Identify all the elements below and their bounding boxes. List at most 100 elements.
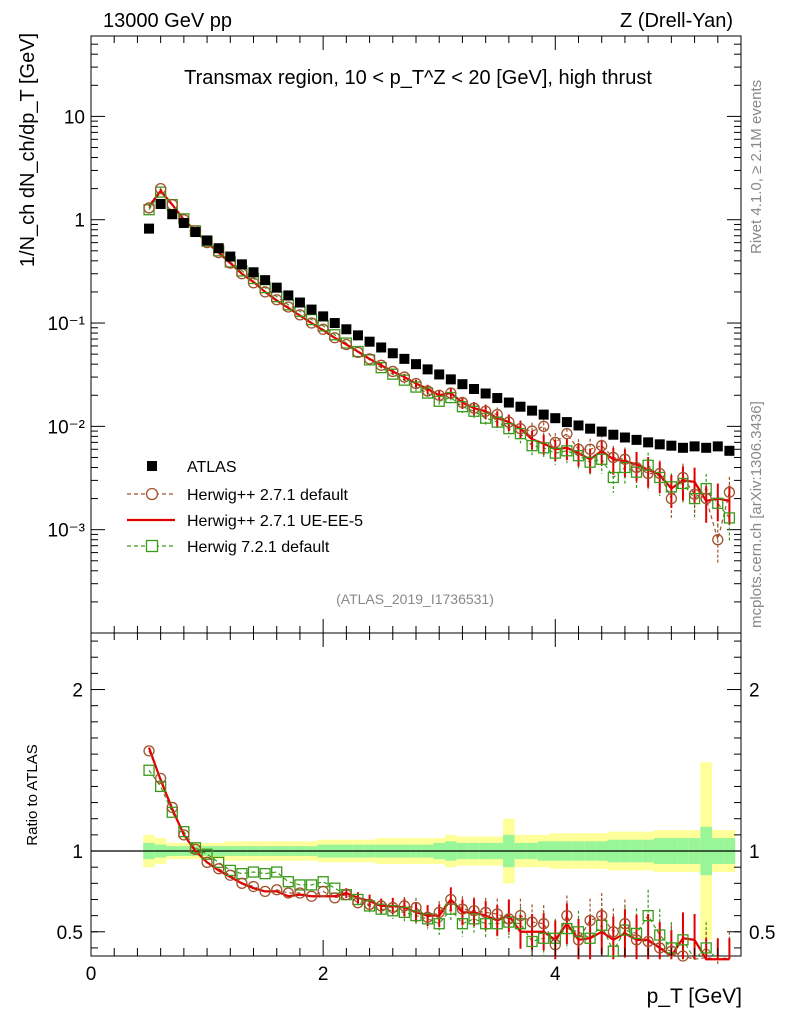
ratio-herwig-default-point <box>143 745 155 757</box>
herwig72-point <box>677 477 689 490</box>
atlas-data-point <box>515 401 526 412</box>
ratio-herwig72-point <box>526 935 538 948</box>
herwig72-point <box>538 442 550 454</box>
ratio-herwig72-point <box>607 945 619 957</box>
atlas-data-point <box>631 434 642 445</box>
herwig-default-point <box>630 461 643 474</box>
atlas-data-point <box>480 388 491 399</box>
ratio-herwig-default-point <box>166 801 178 814</box>
herwig-default-point <box>700 492 712 505</box>
herwig-default-point <box>456 396 469 409</box>
y-tick-label: 10⁻¹ <box>48 314 86 335</box>
ratio-herwig-default-point <box>363 898 376 910</box>
herwig72-point <box>584 456 596 468</box>
herwig-default-point <box>712 534 724 546</box>
herwig-default-point <box>665 492 678 505</box>
ratio-herwig-default-point <box>294 887 306 899</box>
herwig-default-point <box>723 486 736 498</box>
ratio-herwig72-point <box>375 903 387 915</box>
ratio-herwig-default-point <box>491 908 503 920</box>
ratio-herwig-default-point <box>247 880 260 893</box>
header-right-label: Z (Drell-Yan) <box>620 10 733 32</box>
atlas-data-point <box>654 439 665 450</box>
ratio-herwig-default-point <box>154 772 167 784</box>
atlas-data-point <box>190 227 201 238</box>
atlas-data-point <box>248 267 259 278</box>
atlas-data-point <box>271 282 282 293</box>
herwig-default-point <box>561 428 573 440</box>
ratio-herwig72-point <box>398 906 411 919</box>
atlas-data-point <box>503 397 514 408</box>
ratio-herwig-default-point <box>433 906 445 919</box>
ratio-herwig-default-point <box>189 843 202 856</box>
atlas-data-point <box>677 442 688 453</box>
herwig72-point <box>607 471 619 484</box>
ratio-y-tick-label: 2 <box>72 681 83 702</box>
y-tick-label: 10⁻³ <box>48 521 86 542</box>
ratio-herwig72-point <box>387 905 399 917</box>
ratio-herwig-default-point <box>213 863 225 875</box>
ratio-herwig72-point <box>677 934 689 946</box>
herwig-default-point <box>479 405 492 417</box>
atlas-data-point <box>573 420 584 431</box>
ratio-herwig-default-point <box>352 897 364 909</box>
atlas-data-point <box>422 364 433 375</box>
atlas-data-point <box>236 259 247 270</box>
atlas-data-point <box>329 318 340 329</box>
ratio-herwig72-point <box>619 924 631 936</box>
atlas-data-point <box>527 405 538 416</box>
ratio-y-tick-label: 1 <box>72 842 83 863</box>
ratio-y-tick-label-right: 1 <box>749 842 760 863</box>
ratio-herwig-default-point <box>561 909 573 922</box>
ratio-herwig-default-point <box>468 905 480 917</box>
herwig72-point <box>596 453 608 465</box>
ratio-herwig-default-point <box>340 888 353 901</box>
ratio-herwig-default-point <box>572 934 585 946</box>
atlas-data-point <box>178 217 189 228</box>
ratio-herwig72-point <box>456 918 469 930</box>
ratio-herwig-default-point <box>479 906 492 919</box>
ratio-y-tick-label-right: 2 <box>749 681 760 702</box>
ratio-herwig72-point <box>259 867 271 880</box>
atlas-data-point <box>538 409 549 420</box>
herwig72-point <box>503 423 515 435</box>
herwig72-point <box>305 313 318 326</box>
ratio-herwig-default-point <box>178 829 190 841</box>
ratio-herwig72-point <box>143 764 155 776</box>
herwig-default-point <box>433 389 445 401</box>
ratio-herwig-default-point <box>259 885 271 898</box>
herwig-default-point <box>154 182 167 195</box>
atlas-data-point <box>457 379 468 390</box>
ratio-herwig72-point <box>642 909 654 922</box>
ratio-herwig-default-point <box>677 950 689 962</box>
atlas-data-point <box>619 432 630 443</box>
atlas-data-point <box>364 336 375 347</box>
legend-atlas-marker <box>147 461 157 471</box>
ratio-herwig-default-point <box>619 918 631 930</box>
herwig72-point <box>514 428 527 440</box>
ratio-herwig-default-point <box>607 926 619 938</box>
herwig-default-point <box>468 402 480 414</box>
legend-herwig72-marker <box>145 539 159 553</box>
ratio-herwig72-point <box>514 918 527 930</box>
ratio-herwig-default-point <box>282 887 294 899</box>
ratio-herwig-default-point <box>630 934 643 946</box>
atlas-data-point <box>352 330 363 341</box>
atlas-data-point <box>144 223 155 234</box>
herwig-default-point <box>688 488 701 500</box>
atlas-data-point <box>318 311 329 322</box>
atlas-data-point <box>399 353 410 364</box>
herwig-ueee5-series-line <box>148 189 730 503</box>
ratio-herwig-default-point <box>375 900 387 912</box>
herwig-default-point <box>271 294 283 306</box>
ratio-herwig-default-point <box>584 914 596 927</box>
herwig72-point <box>445 391 457 404</box>
ratio-herwig-default-point <box>387 901 399 914</box>
herwig-default-point <box>352 346 364 359</box>
header-left-label: 13000 GeV pp <box>103 10 232 32</box>
chart-title: Transmax region, 10 < p_T^Z < 20 [GeV], … <box>184 67 652 89</box>
herwig-default-point <box>259 286 271 298</box>
ratio-y-tick-label: 0.5 <box>57 923 83 944</box>
ratio-herwig72-point <box>700 942 712 954</box>
